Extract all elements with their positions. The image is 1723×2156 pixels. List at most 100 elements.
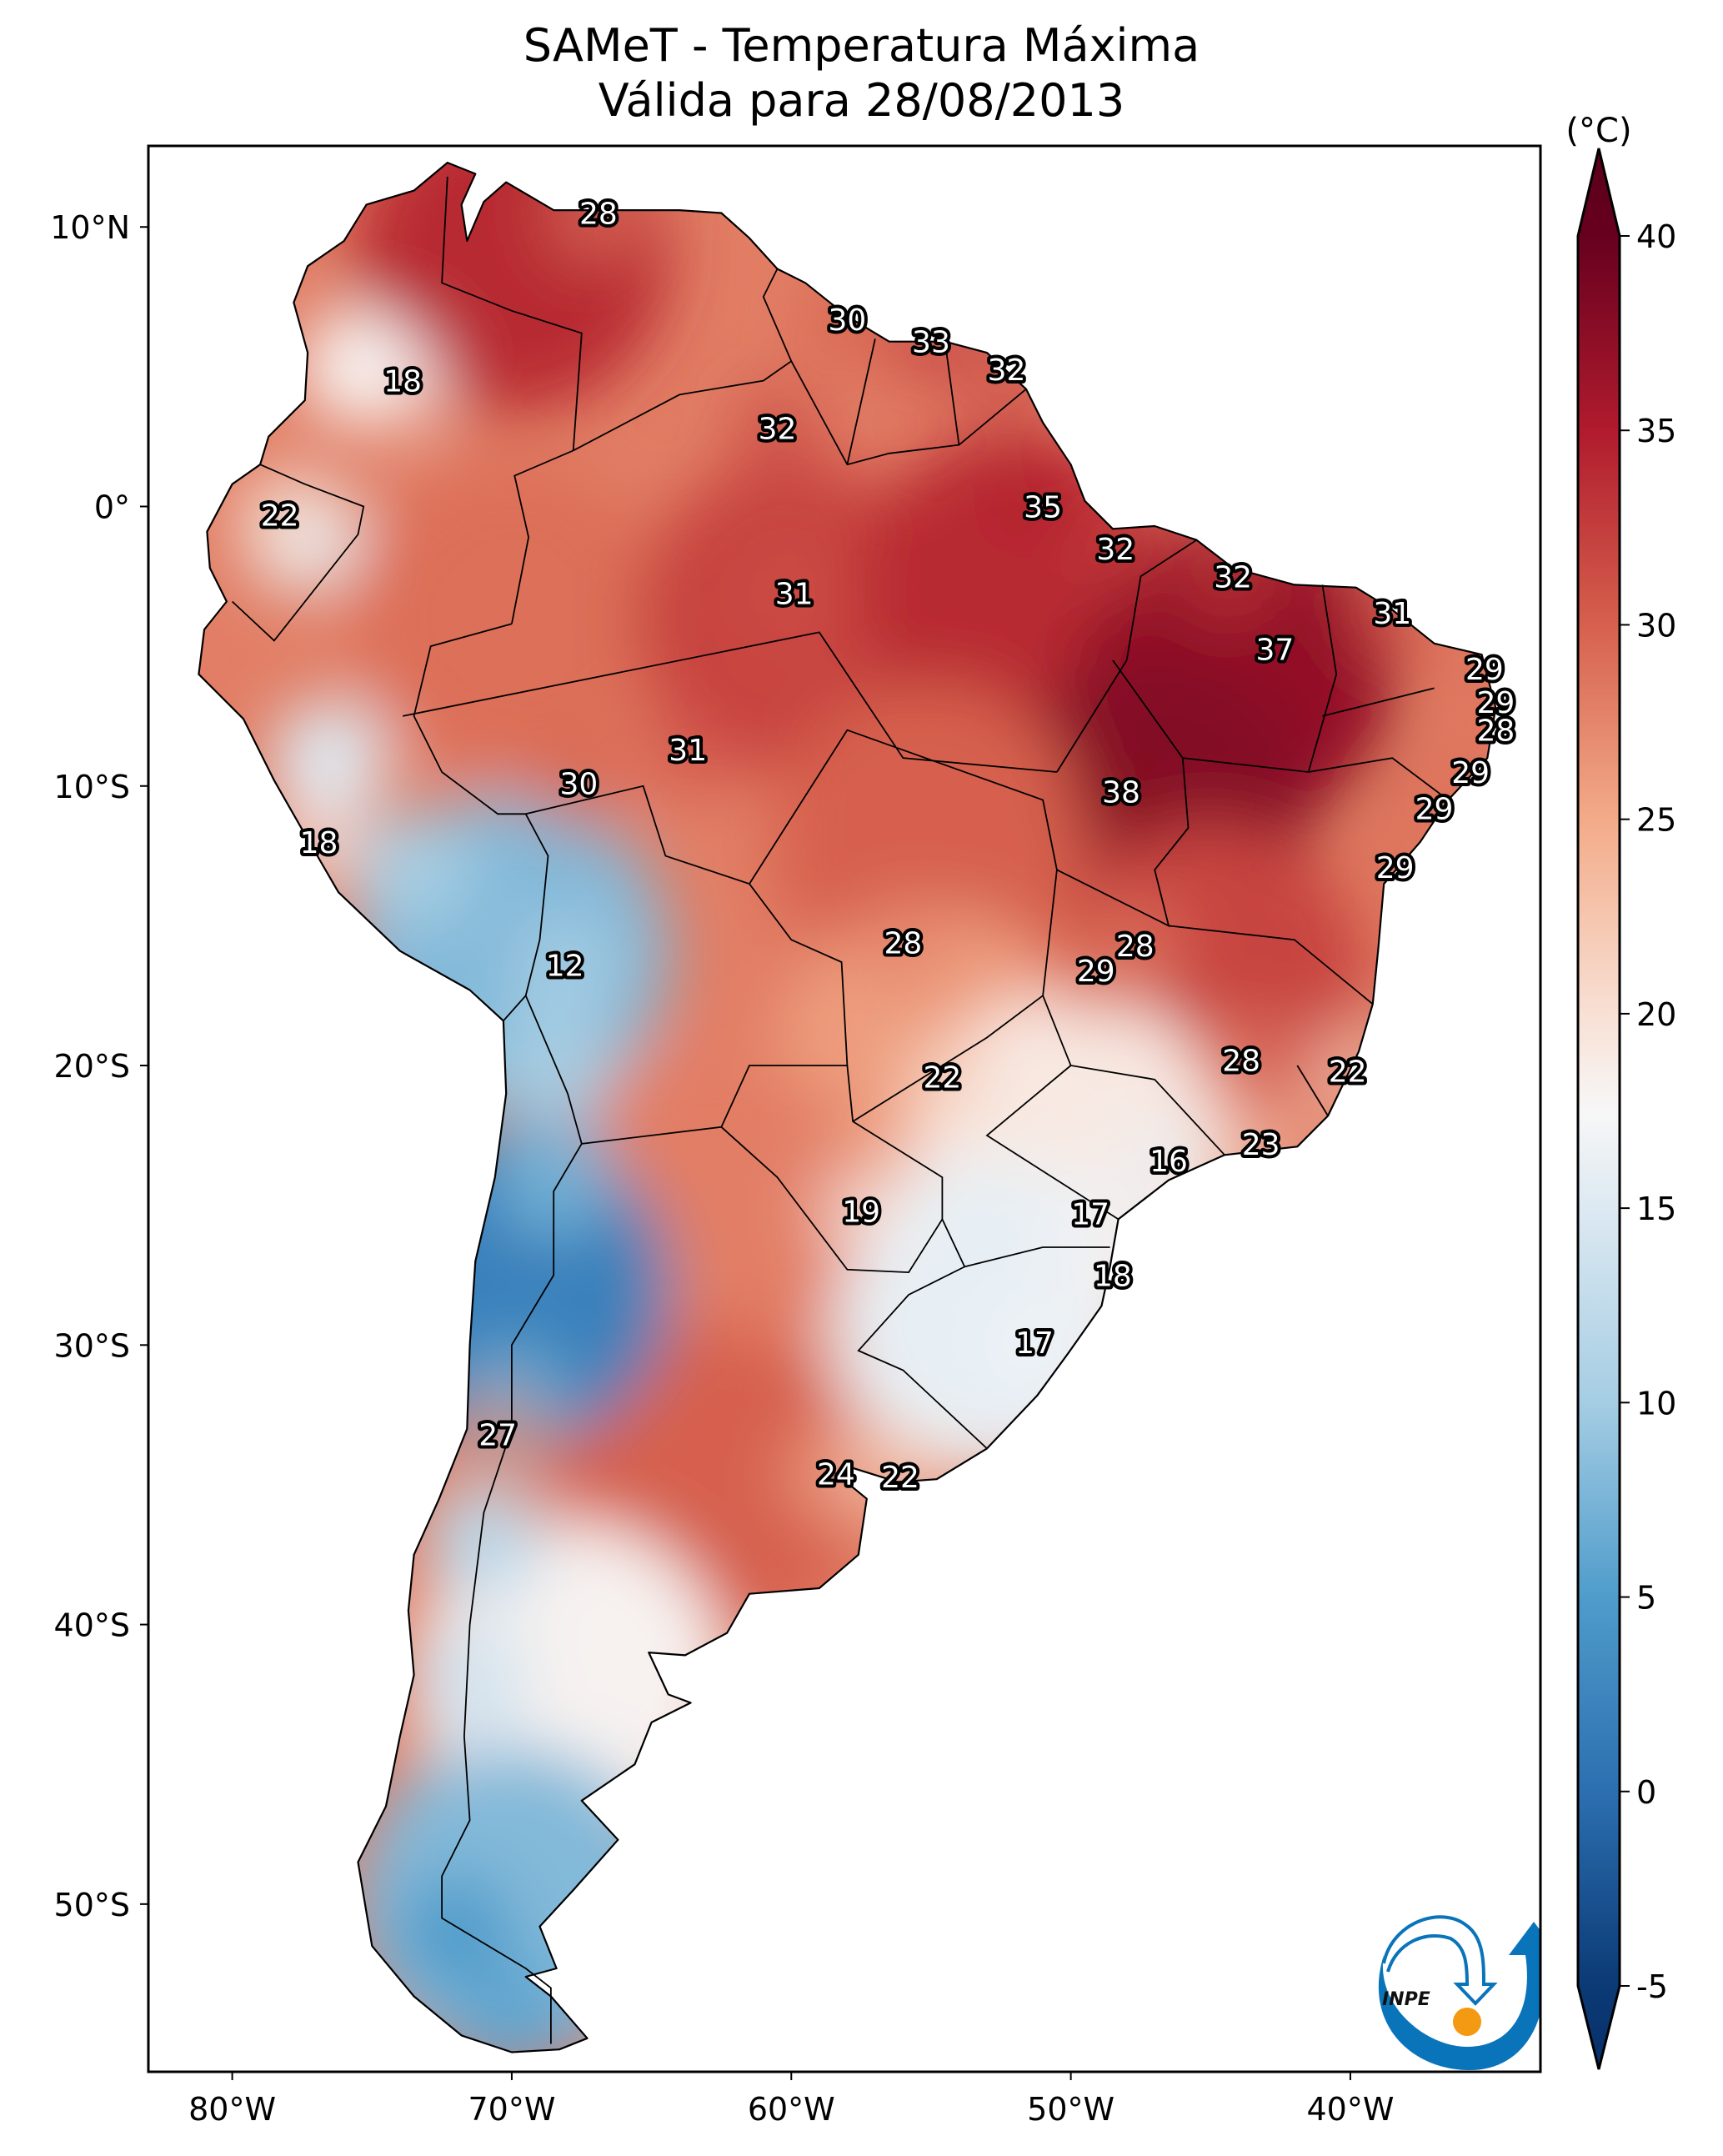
annotation-field-point — [853, 892, 954, 993]
annotation-field-point — [744, 543, 844, 644]
country-borders — [231, 176, 1449, 2044]
inpe-logo-swoosh — [1378, 1922, 1540, 2071]
temperature-annotation: 22 — [923, 1060, 961, 1095]
colorbar: 40 35 30 25 20 15 10 5 0 -5 (°C) — [1565, 112, 1676, 2070]
temperature-annotation: 27 — [478, 1419, 517, 1453]
country-border — [403, 631, 1057, 773]
temperature-annotation: 29 — [1465, 653, 1504, 687]
temperature-annotation: 22 — [881, 1461, 919, 1495]
temperature-annotation: 18 — [1094, 1259, 1132, 1293]
y-tick-label: 0° — [94, 489, 130, 525]
temperature-annotation: 33 — [912, 326, 950, 360]
annotation-field-point — [528, 733, 629, 834]
colorbar-unit-label: (°C) — [1565, 112, 1631, 150]
temperature-annotation: 18 — [300, 826, 338, 860]
title-line-2: Válida para 28/08/2013 — [598, 74, 1125, 127]
temperature-annotation: 29 — [1077, 955, 1115, 989]
annotation-field-point — [638, 699, 739, 800]
colorbar-tick-label: 5 — [1636, 1580, 1656, 1617]
field-region-amazon-west — [353, 459, 670, 777]
annotation-field-point — [1045, 920, 1146, 1021]
temperature-annotation: 30 — [560, 767, 599, 801]
temperature-annotation: 28 — [1116, 930, 1155, 964]
annotation-field-point — [892, 1026, 993, 1127]
temperature-annotation: 32 — [1214, 560, 1252, 594]
colorbar-tick-label: 0 — [1636, 1774, 1656, 1811]
annotation-field-point — [353, 330, 453, 431]
temperature-annotation: 28 — [884, 927, 923, 961]
temperature-annotation: 17 — [1015, 1326, 1054, 1361]
country-border — [720, 1126, 944, 1274]
coastline — [198, 162, 1497, 2053]
colorbar-tick-label: 20 — [1636, 996, 1676, 1033]
colorbar-tick-label: -5 — [1636, 1968, 1668, 2005]
temperature-annotation: 28 — [1476, 714, 1515, 749]
country-border — [413, 623, 549, 1021]
temperature-annotation: 17 — [1071, 1198, 1109, 1232]
x-axis-ticks: 80°W 70°W 60°W 50°W 40°W — [188, 2072, 1394, 2128]
y-tick-label: 10°S — [54, 769, 130, 805]
temperature-annotation: 29 — [1415, 793, 1454, 827]
temperature-annotation: 35 — [1024, 490, 1062, 524]
annotation-field-point — [811, 1161, 912, 1261]
country-border — [1322, 687, 1435, 717]
inpe-logo-sun — [1453, 2008, 1481, 2036]
colorbar-tick-label: 25 — [1636, 802, 1676, 839]
temperature-annotation: 31 — [1373, 597, 1411, 631]
colorbar-tick-label: 30 — [1636, 607, 1676, 644]
country-border — [846, 338, 876, 465]
country-border — [524, 995, 848, 1145]
y-axis-ticks: 10°N 0° 10°S 20°S 30°S 40°S 50°S — [50, 209, 148, 1923]
temperature-annotation: 16 — [1150, 1145, 1188, 1179]
inpe-logo-arrow-outline — [1382, 1915, 1498, 2006]
field-region-mato-grosso — [772, 683, 1089, 1000]
x-tick-label: 70°W — [468, 2091, 555, 2128]
country-border — [1182, 757, 1449, 801]
andes-field-segment — [411, 1622, 528, 1739]
temperature-annotation: 32 — [1096, 533, 1134, 567]
x-tick-label: 40°W — [1306, 2091, 1394, 2128]
inpe-logo: INPE — [1378, 1915, 1540, 2071]
chart-title: SAMeT - Temperatura Máxima Válida para 2… — [0, 18, 1723, 128]
country-border — [231, 464, 365, 642]
x-tick-label: 80°W — [188, 2091, 276, 2128]
annotation-field-point — [1225, 599, 1325, 699]
country-border — [985, 1065, 1119, 1221]
country-border — [944, 341, 960, 445]
country-border — [1168, 925, 1374, 1005]
andes-field-segment — [495, 1119, 613, 1236]
inpe-logo-text: INPE — [1382, 1989, 1430, 2010]
annotation-field-point — [1070, 741, 1171, 842]
temperature-annotation: 29 — [1451, 756, 1490, 790]
country-border — [441, 176, 583, 624]
temperature-field — [198, 163, 1496, 2053]
andes-field-segment — [495, 1007, 613, 1125]
y-tick-label: 40°S — [54, 1607, 130, 1644]
y-tick-label: 20°S — [54, 1048, 130, 1085]
temperature-annotation: 30 — [828, 303, 866, 338]
annotation-field-point — [1191, 1010, 1292, 1111]
colorbar-tick-label: 35 — [1636, 413, 1676, 449]
colorbar-tick-label: 40 — [1636, 218, 1676, 255]
y-tick-label: 50°S — [54, 1887, 130, 1923]
andes-field-segment — [355, 811, 473, 929]
temperature-annotation: 12 — [546, 949, 584, 983]
temperature-annotation: 31 — [669, 734, 707, 768]
colorbar-tick-label: 10 — [1636, 1385, 1676, 1421]
x-tick-label: 50°W — [1027, 2091, 1114, 2128]
annotation-field-point — [727, 378, 828, 479]
temperature-annotation: 28 — [1222, 1044, 1260, 1078]
x-tick-label: 60°W — [748, 2091, 835, 2128]
andes-field-segment — [425, 1482, 543, 1599]
y-tick-label: 30°S — [54, 1327, 130, 1364]
temperature-annotation: 29 — [1476, 686, 1515, 720]
y-tick-label: 10°N — [50, 209, 130, 246]
country-border — [441, 1143, 583, 2044]
andes-field-segment — [453, 1957, 570, 2053]
temperature-annotation: 23 — [1242, 1128, 1280, 1162]
annotation-field-point — [229, 464, 330, 565]
colorbar-tick-label: 15 — [1636, 1191, 1676, 1227]
